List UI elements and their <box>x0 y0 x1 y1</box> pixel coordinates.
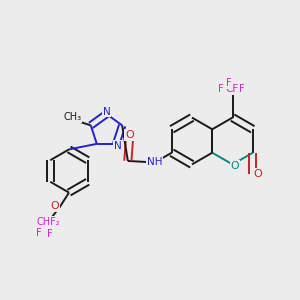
Text: NH: NH <box>147 158 163 167</box>
Text: F: F <box>47 229 52 239</box>
Text: CH₃: CH₃ <box>63 112 81 122</box>
Text: F: F <box>218 83 223 94</box>
Text: O: O <box>231 161 239 171</box>
Text: O: O <box>125 130 134 140</box>
Text: N: N <box>114 141 122 151</box>
Text: CF₃: CF₃ <box>225 83 242 94</box>
Text: CHF₂: CHF₂ <box>36 217 60 227</box>
Text: O: O <box>51 201 59 211</box>
Text: O: O <box>253 169 262 179</box>
Text: F: F <box>226 78 232 88</box>
Text: F: F <box>239 84 245 94</box>
Text: F: F <box>36 227 41 238</box>
Text: N: N <box>103 106 110 117</box>
